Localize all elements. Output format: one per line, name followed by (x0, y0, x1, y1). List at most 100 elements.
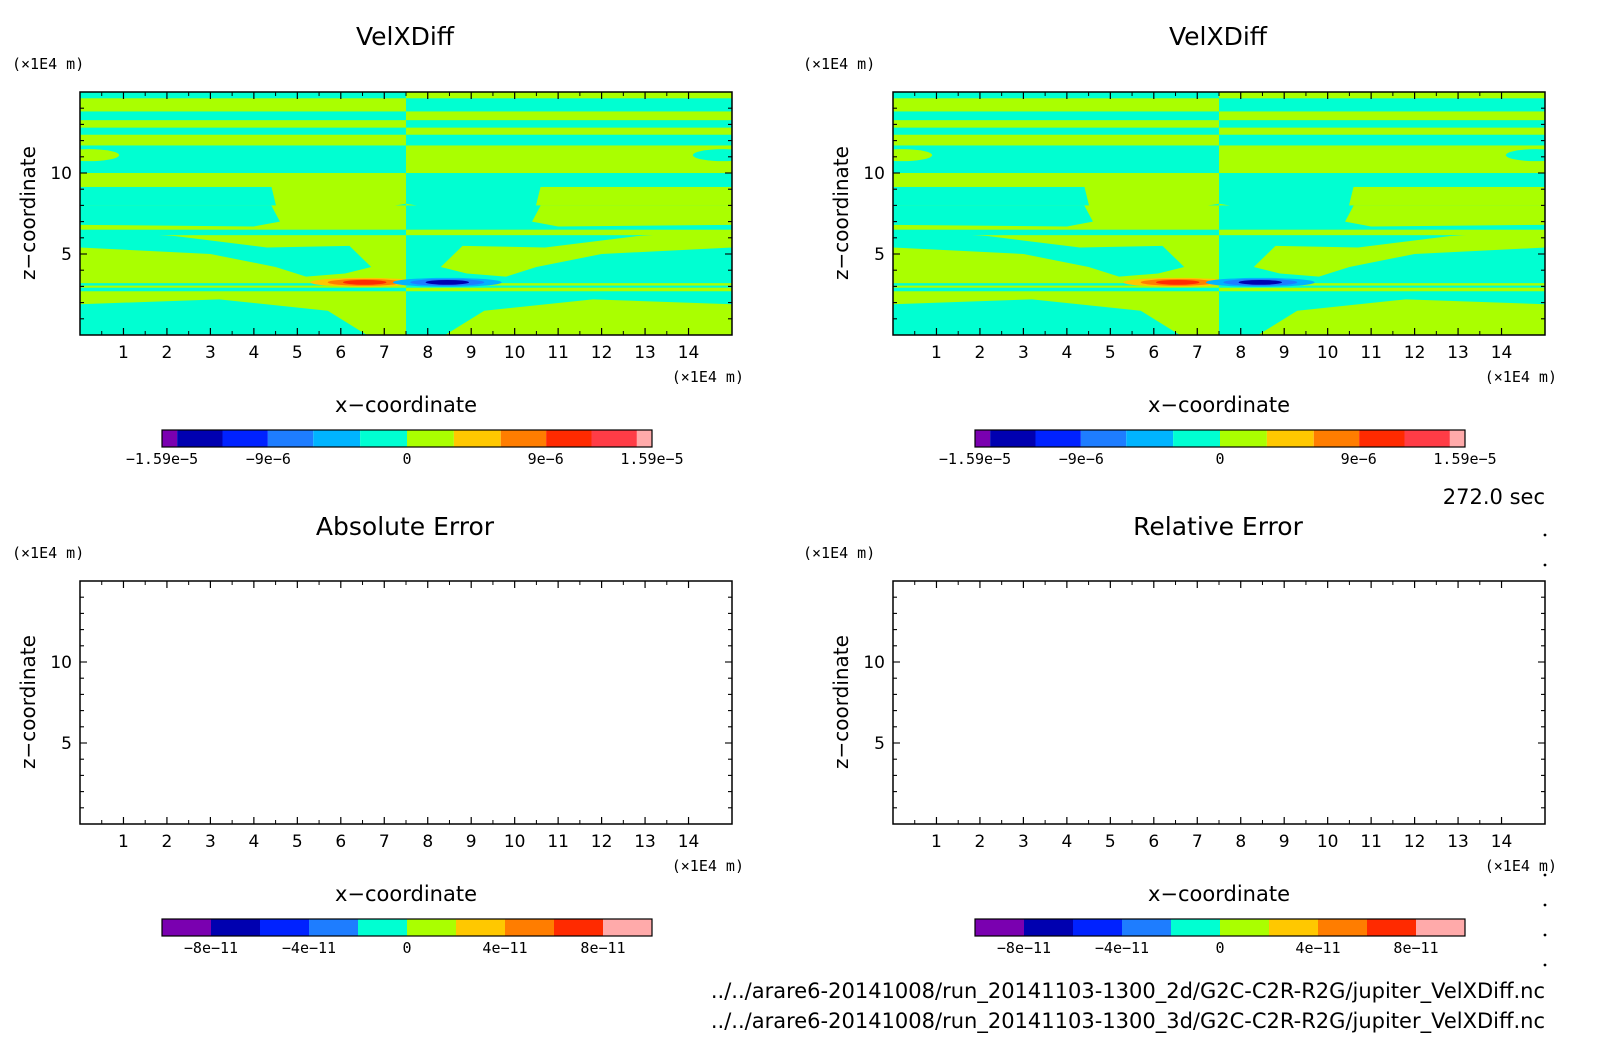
x-tick-label: 6 (335, 832, 346, 852)
contour-region (406, 185, 541, 222)
contour-region (1219, 185, 1354, 222)
colorbar-frame (974, 429, 1466, 448)
contour-band (406, 111, 732, 122)
contour-band (80, 127, 406, 136)
contour-band (1219, 229, 1545, 237)
colorbar-segment (177, 430, 223, 447)
colorbar-segment (1404, 430, 1450, 447)
x-tick-label: 2 (975, 832, 986, 852)
colorbar-tick-label: 0 (402, 939, 411, 957)
y-unit-label: (×1E4 m) (803, 544, 875, 562)
contour-region (80, 205, 280, 227)
y-axis-label: z−coordinate (829, 635, 853, 769)
colorbar-segment (407, 919, 456, 936)
contour-band (1219, 287, 1545, 292)
colorbar-segment (162, 919, 211, 936)
contour-region (692, 149, 732, 162)
y-tick-label: 5 (874, 245, 885, 265)
x-tick-label: 11 (1360, 343, 1382, 363)
contour-band (893, 283, 1219, 286)
colorbar-segment (222, 430, 268, 447)
x-tick-label: 5 (1105, 343, 1116, 363)
contour-line (893, 98, 1219, 101)
contour-line (893, 120, 1219, 123)
contour-band (406, 287, 732, 292)
x-tick-label: 13 (634, 832, 656, 852)
contour-region (80, 149, 120, 162)
colorbar-tick-label: −1.59e−5 (126, 450, 198, 468)
colorbar-segment (1220, 430, 1267, 447)
contour-band (893, 229, 1219, 237)
colorbar-segment (1416, 919, 1465, 936)
x-tick-label: 14 (678, 832, 700, 852)
y-unit-label: (×1E4 m) (12, 544, 84, 562)
x-axis-label: x−coordinate (1148, 393, 1290, 417)
colorbar-segment (267, 430, 314, 447)
contour-band (80, 287, 406, 292)
x-tick-label: 10 (504, 343, 526, 363)
colorbar: −1.59e−5 −9e−6 0 9e−6 1.59e−5 (126, 429, 684, 468)
x-tick-label: 1 (118, 832, 129, 852)
colorbar-segment (1266, 430, 1314, 447)
colorbar-segment (1173, 430, 1220, 447)
contour-region (1258, 299, 1545, 335)
colorbar-segment (636, 430, 652, 447)
x-tick-label: 7 (379, 343, 390, 363)
colorbar-segment (1080, 430, 1127, 447)
colorbar-tick-label: 1.59e−5 (1433, 450, 1496, 468)
x-tick-label: 13 (1447, 343, 1469, 363)
colorbar-tick-label: 8e−11 (1393, 939, 1438, 957)
x-tick-label: 2 (162, 832, 173, 852)
y-tick-label: 5 (874, 734, 885, 754)
contour-region (893, 299, 1180, 335)
source-file-path: ../../arare6-20141008/run_20141103-1300_… (711, 1009, 1545, 1034)
y-unit-label: (×1E4 m) (803, 55, 875, 73)
x-tick-label: 13 (1447, 832, 1469, 852)
contour-line (1219, 134, 1545, 137)
contour-band (1219, 92, 1545, 100)
contour-region (445, 299, 732, 335)
colorbar-segment (990, 430, 1036, 447)
time-label: 272.0 sec (1443, 485, 1545, 509)
contour-field (893, 92, 1545, 335)
y-tick-label: 5 (61, 245, 72, 265)
panel-velxdiff-right: VelXDiff (×1E4 m) 1 2 3 4 5 6 7 8 9 10 11 12 13 14510… (803, 22, 1557, 468)
x-tick-label: 8 (422, 832, 433, 852)
colorbar-segment (260, 919, 309, 936)
x-tick-label: 10 (1317, 832, 1339, 852)
colorbar-segment (1126, 430, 1174, 447)
colorbar-segment (309, 919, 358, 936)
colorbar-segment (603, 919, 652, 936)
contour-line (406, 235, 732, 238)
contour-band (1219, 111, 1545, 122)
contour-band (406, 229, 732, 237)
x-axis-label: x−coordinate (335, 393, 477, 417)
plot-frame (79, 580, 733, 825)
x-tick-label: 9 (466, 832, 477, 852)
colorbar-segment (1318, 919, 1367, 936)
contour-band (406, 145, 732, 173)
plot-frame (892, 580, 1546, 825)
colorbar-segment (1073, 919, 1122, 936)
positive-extremum (1155, 279, 1200, 285)
colorbar-segment (456, 919, 505, 936)
x-tick-label: 13 (634, 343, 656, 363)
colorbar-segment (313, 430, 361, 447)
colorbar-segment (1449, 430, 1465, 447)
x-tick-label: 8 (422, 343, 433, 363)
x-tick-label: 1 (931, 343, 942, 363)
x-axis-label: x−coordinate (335, 882, 477, 906)
contour-region (893, 205, 1093, 227)
x-tick-label: 6 (335, 343, 346, 363)
colorbar: −8e−11 −4e−11 0 4e−11 8e−11 (161, 918, 653, 957)
x-tick-label: 8 (1235, 343, 1246, 363)
colorbar-tick-label: −4e−11 (1095, 939, 1149, 957)
colorbar-segment (591, 430, 637, 447)
y-tick-label: 10 (863, 653, 885, 673)
panel-title: VelXDiff (356, 22, 455, 51)
contour-line (1219, 98, 1545, 101)
